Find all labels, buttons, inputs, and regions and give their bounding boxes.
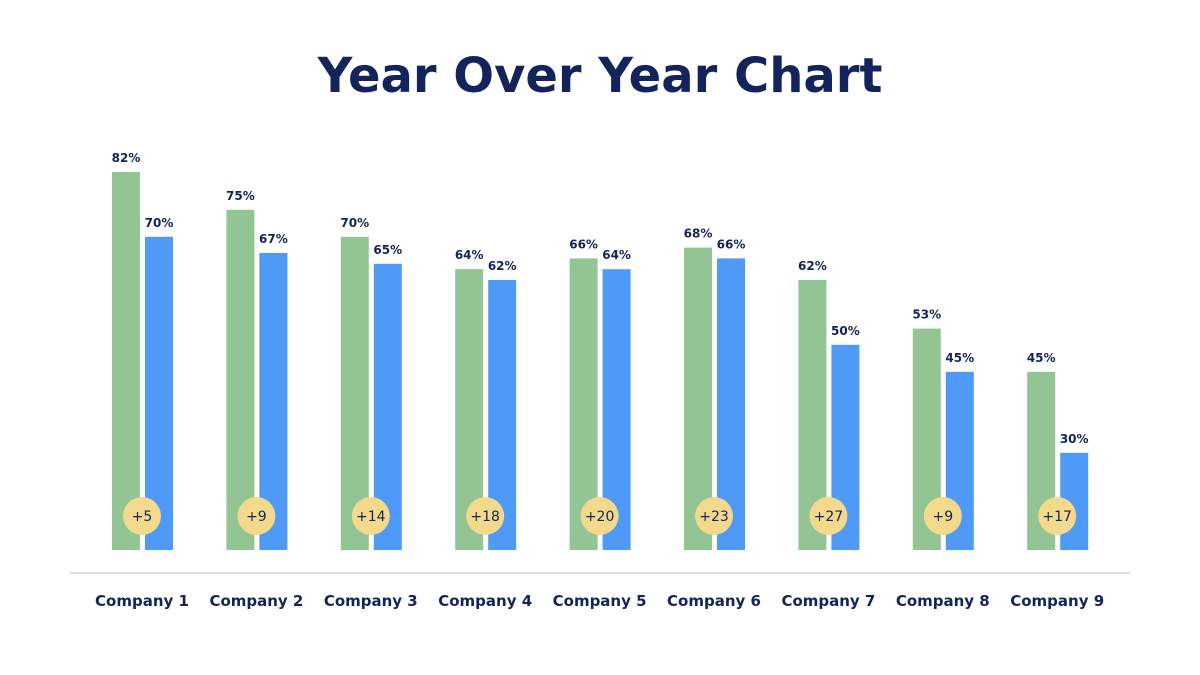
change-badge-label: +9 — [246, 509, 267, 525]
data-label: 53% — [912, 308, 941, 322]
bar-green — [340, 236, 369, 551]
data-label: 68% — [684, 227, 713, 241]
data-label: 45% — [945, 351, 974, 365]
data-label: 62% — [798, 259, 827, 273]
x-tick-label: Company 1 — [95, 592, 189, 610]
data-label: 62% — [488, 259, 517, 273]
change-badge-label: +14 — [356, 509, 386, 525]
change-badge — [1038, 497, 1077, 535]
change-badge — [580, 497, 619, 535]
change-badge — [809, 497, 848, 535]
data-label: 45% — [1027, 351, 1056, 365]
x-tick-label: Company 4 — [438, 592, 532, 610]
change-badge-label: +20 — [585, 509, 615, 525]
change-badge — [923, 497, 962, 535]
change-badge — [237, 497, 276, 535]
data-label: 65% — [373, 243, 402, 257]
change-badge — [123, 497, 161, 535]
change-badge — [695, 497, 733, 535]
data-label: 67% — [259, 232, 288, 246]
data-label: 70% — [340, 216, 369, 230]
data-label: 64% — [455, 248, 484, 262]
change-badge-label: +5 — [132, 509, 153, 525]
change-badge-label: +18 — [470, 509, 500, 525]
data-label: 82% — [112, 151, 141, 165]
x-tick-label: Company 8 — [896, 592, 990, 610]
change-badge-label: +17 — [1042, 509, 1072, 525]
bar-blue — [145, 236, 173, 551]
data-label: 66% — [717, 237, 746, 251]
change-badge-label: +9 — [932, 509, 953, 525]
change-badge — [351, 497, 390, 535]
x-tick-label: Company 6 — [667, 592, 761, 610]
x-tick-label: Company 2 — [209, 592, 303, 610]
chart-title: Year Over Year Chart — [317, 48, 883, 104]
data-label: 66% — [569, 237, 598, 251]
data-label: 30% — [1060, 432, 1089, 446]
x-tick-label: Company 5 — [553, 592, 647, 610]
data-label: 75% — [226, 189, 255, 203]
change-badge-label: +27 — [814, 509, 844, 525]
x-tick-label: Company 3 — [324, 592, 418, 610]
bar-green — [112, 172, 140, 550]
change-badge-label: +23 — [699, 509, 729, 525]
data-label: 64% — [602, 248, 631, 262]
bar-green — [226, 209, 255, 551]
x-tick-label: Company 9 — [1010, 592, 1104, 610]
change-badge — [466, 497, 505, 535]
x-tick-label: Company 7 — [781, 592, 875, 610]
data-label: 70% — [145, 216, 174, 230]
data-label: 50% — [831, 324, 860, 338]
